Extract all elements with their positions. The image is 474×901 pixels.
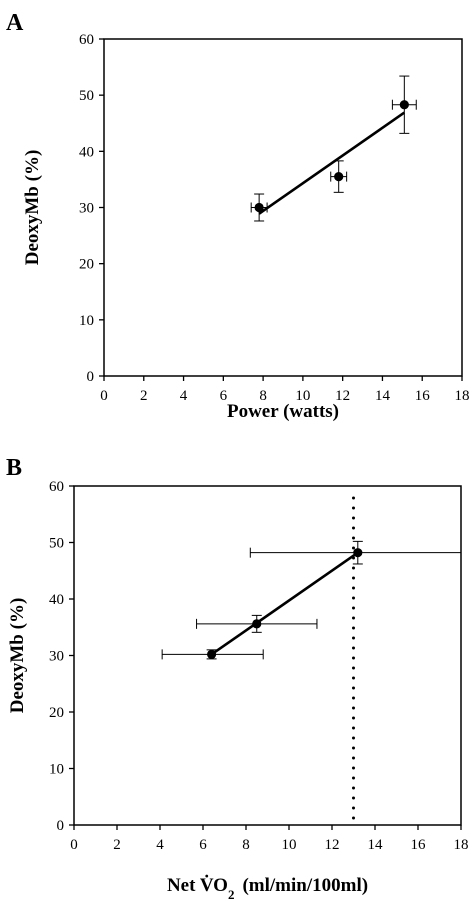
x-tick-label: 8: [259, 388, 267, 404]
data-point-group: [196, 614, 318, 633]
chart-panel-a: A 0 10 20 30 40 50 60 0 2 4 6 8 10 12 14 16 18 DeoxyMb (%)…: [6, 10, 470, 422]
x-tick-label: 14: [375, 388, 391, 404]
x-tick-label: 4: [180, 388, 188, 404]
x-tick-label: 12: [335, 388, 350, 404]
x-tick-label: 4: [156, 837, 164, 853]
y-tick-label: 40: [49, 592, 64, 608]
y-tick-label: 20: [79, 257, 94, 273]
data-point: [207, 649, 217, 659]
y-tick-label: 50: [49, 536, 64, 552]
y-tick-label: 10: [49, 762, 64, 778]
data-point: [399, 100, 409, 110]
x-tick-label: 8: [242, 837, 250, 853]
y-axis-title: DeoxyMb (%): [22, 150, 43, 266]
data-point: [252, 619, 262, 629]
x-tick-label: 12: [325, 837, 340, 853]
x-tick-label: 0: [100, 388, 108, 404]
data-point: [254, 202, 264, 213]
y-axis-title: DeoxyMb (%): [7, 598, 28, 714]
data-point-group: [249, 540, 462, 565]
x-tick-label: 14: [368, 837, 384, 853]
chart-panel-b: B 0 10 20 30 40 50 60 0 2 4 6 8 10 12 14 16 18 DeoxyMb (%)…: [6, 455, 469, 901]
y-tick-label: 60: [49, 479, 64, 495]
data-point-group: [161, 649, 264, 660]
y-tick-label: 50: [79, 88, 94, 104]
x-tick-label: 6: [220, 388, 228, 404]
panel-label: B: [6, 455, 22, 481]
x-tick-label: 18: [454, 837, 469, 853]
y-tick-label: 30: [79, 201, 94, 217]
y-tick-label: 20: [49, 705, 64, 721]
data-point-group: [250, 193, 268, 222]
x-tick-label: 18: [455, 388, 470, 404]
y-tick-label: 30: [49, 649, 64, 665]
x-tick-label: 6: [199, 837, 207, 853]
x-axis-title: Net V̇O2 (ml/min/100ml): [167, 875, 368, 901]
data-point: [353, 548, 363, 558]
x-tick-label: 10: [282, 837, 297, 853]
data-point-group: [391, 75, 417, 134]
y-tick-label: 0: [57, 818, 65, 834]
x-tick-label: 0: [70, 837, 78, 853]
panel-label: A: [6, 10, 24, 36]
x-tick-label: 10: [295, 388, 310, 404]
x-axis-title: Power (watts): [227, 401, 339, 422]
x-tick-label: 2: [140, 388, 148, 404]
data-point: [334, 172, 344, 182]
x-tick-label: 16: [415, 388, 431, 404]
regression-line: [258, 111, 406, 215]
regression-line: [210, 551, 359, 656]
plot-frame: [103, 38, 463, 377]
y-tick-label: 60: [79, 32, 94, 48]
y-tick-label: 0: [87, 369, 95, 385]
x-tick-label: 16: [411, 837, 427, 853]
y-tick-label: 40: [79, 144, 94, 160]
plot-frame: [73, 485, 462, 826]
data-point-group: [330, 160, 348, 193]
y-tick-label: 10: [79, 313, 94, 329]
x-tick-label: 2: [113, 837, 121, 853]
